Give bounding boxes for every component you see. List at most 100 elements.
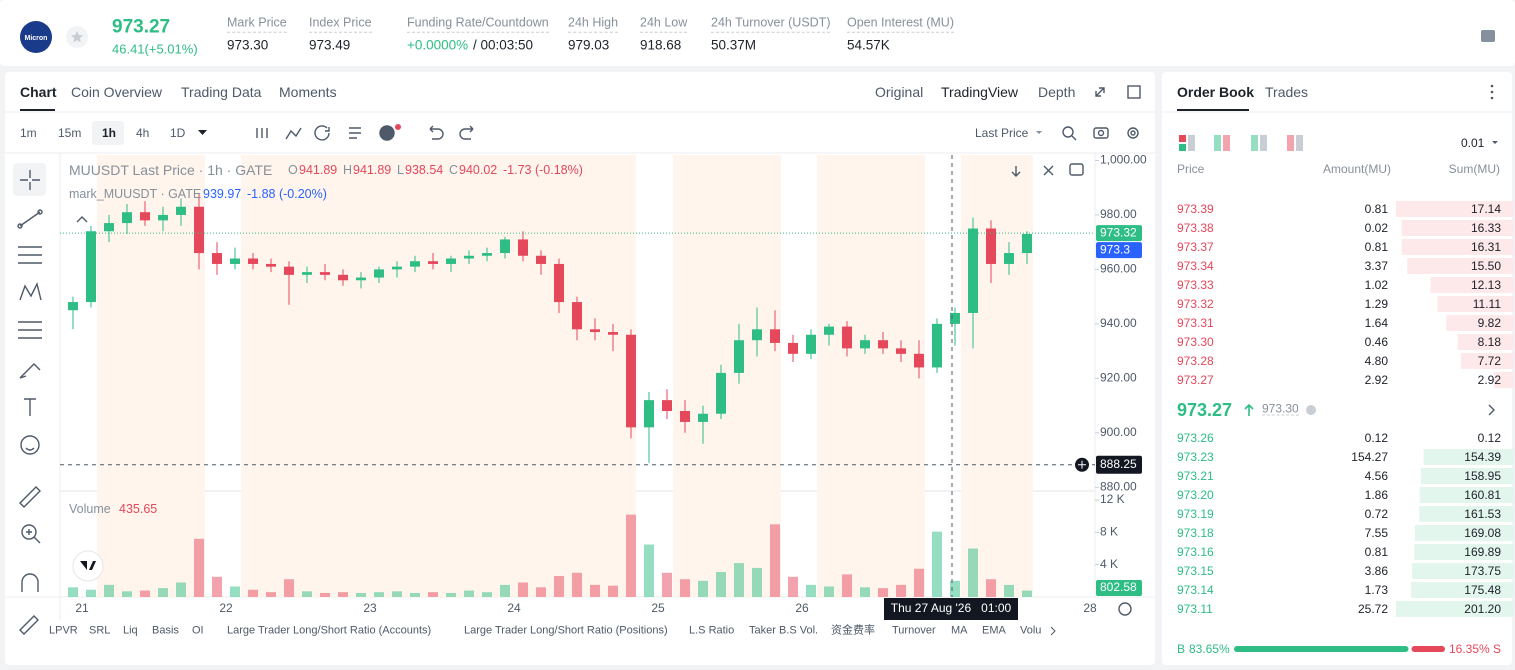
orderbook-layout-icons[interactable] — [1179, 84, 1495, 416]
order-sum: 9.82 — [1477, 316, 1501, 330]
volume-bar — [644, 544, 654, 597]
volume-bar — [464, 590, 474, 597]
depth-bar — [1430, 277, 1514, 293]
interval-button[interactable]: 15m — [58, 126, 82, 140]
volume-bar — [860, 587, 870, 597]
candle-body — [104, 223, 114, 232]
order-sum: 173.75 — [1464, 564, 1501, 578]
orderbook-tab[interactable]: Order Book — [1177, 84, 1255, 100]
indicator-button[interactable]: SRL — [89, 624, 111, 637]
candle-body — [986, 228, 996, 264]
volume-bar — [932, 531, 942, 597]
order-sum: 169.89 — [1464, 545, 1501, 559]
order-price[interactable]: 973.20 — [1177, 488, 1214, 502]
order-price[interactable]: 973.23 — [1177, 450, 1214, 464]
order-price[interactable]: 973.37 — [1177, 240, 1214, 254]
indicator-button[interactable]: 资金费率 — [831, 624, 875, 637]
stat-label: 24h High — [568, 17, 619, 33]
interval-button[interactable]: 1m — [20, 126, 37, 140]
order-price[interactable]: 973.27 — [1177, 373, 1214, 387]
menu-icon[interactable] — [1481, 30, 1495, 42]
order-price[interactable]: 973.26 — [1177, 431, 1214, 445]
volume-bar — [302, 591, 312, 597]
order-price[interactable]: 973.18 — [1177, 526, 1214, 540]
legend-symbol: MUUSDT Last Price · 1h · GATE — [69, 162, 273, 178]
depth-bar — [1493, 372, 1514, 388]
candle-body — [950, 312, 960, 324]
drawing-toolbar[interactable] — [13, 163, 46, 635]
order-price[interactable]: 973.15 — [1177, 564, 1214, 578]
mark-price-tag — [1096, 242, 1142, 259]
indicator-button[interactable]: Basis — [152, 624, 179, 637]
order-price[interactable]: 973.32 — [1177, 297, 1214, 311]
indicator-button[interactable]: Turnover — [892, 624, 936, 637]
order-price[interactable]: 973.38 — [1177, 221, 1214, 235]
logo[interactable] — [20, 21, 52, 53]
volume-bar — [518, 582, 528, 597]
order-price[interactable]: 973.28 — [1177, 354, 1214, 368]
order-price[interactable]: 973.14 — [1177, 583, 1214, 597]
chart-tab[interactable]: Moments — [279, 84, 337, 100]
candle-body — [752, 329, 762, 341]
indicator-button[interactable]: MA — [951, 624, 968, 637]
order-price[interactable]: 973.31 — [1177, 316, 1214, 330]
indicator-button[interactable]: OI — [192, 624, 204, 637]
volume-bar — [716, 571, 726, 597]
depth-bar — [1446, 315, 1514, 331]
order-price[interactable]: 973.39 — [1177, 202, 1214, 216]
depth-bar — [1414, 544, 1514, 560]
candle-body — [626, 334, 636, 428]
legend-mark-symbol: mark_MUUSDT · GATE — [69, 186, 202, 201]
chart-toolbar[interactable] — [76, 85, 1141, 616]
last-price: 973.27 — [112, 16, 171, 38]
indicator-button[interactable]: Volu — [1020, 625, 1042, 637]
indicator-button[interactable]: Large Trader Long/Short Ratio (Positions… — [464, 624, 668, 637]
candle-body — [284, 266, 294, 275]
volume-bar — [734, 563, 744, 597]
view-tab[interactable]: TradingView — [941, 84, 1019, 100]
order-price[interactable]: 973.11 — [1177, 602, 1213, 616]
order-price[interactable]: 973.19 — [1177, 507, 1214, 521]
stat-label: Index Price — [309, 17, 372, 33]
order-price[interactable]: 973.16 — [1177, 545, 1214, 559]
trades-tab[interactable]: Trades — [1265, 84, 1309, 100]
chart-tab[interactable]: Coin Overview — [71, 84, 163, 100]
order-amount: 3.86 — [1364, 564, 1388, 578]
order-price[interactable]: 973.21 — [1177, 469, 1214, 483]
order-price[interactable]: 973.34 — [1177, 259, 1214, 273]
order-sum: 158.95 — [1464, 469, 1501, 483]
indicator-button[interactable]: L.S Ratio — [689, 624, 735, 637]
x-tick-label: 25 — [651, 601, 665, 615]
crosshair-time-tag — [884, 598, 1018, 620]
indicator-button[interactable]: EMA — [982, 624, 1006, 637]
interval-button[interactable]: 4h — [136, 126, 150, 140]
ohlc-value: 941.89 — [299, 162, 338, 177]
price-source-select[interactable]: Last Price — [975, 126, 1029, 140]
indicator-button[interactable]: Liq — [123, 624, 138, 637]
tick-size-select[interactable]: 0.01 — [1461, 136, 1485, 150]
depth-bar — [1396, 601, 1514, 617]
candle-body — [554, 263, 564, 303]
indicator-button[interactable]: Large Trader Long/Short Ratio (Accounts) — [227, 624, 432, 637]
chart-tab[interactable]: Trading Data — [181, 84, 262, 100]
volume-bar — [356, 592, 366, 597]
interval-button[interactable]: 1h — [102, 126, 117, 140]
stat-value: 50.37M — [711, 37, 757, 53]
candle-body — [356, 277, 366, 281]
order-price[interactable]: 973.33 — [1177, 278, 1214, 292]
candle-body — [1022, 233, 1032, 254]
candle-body — [968, 228, 978, 313]
view-tab[interactable]: Depth — [1038, 84, 1076, 100]
volume-bar — [482, 592, 492, 597]
candle-body — [500, 239, 510, 254]
interval-button[interactable]: 1D — [170, 126, 186, 140]
volume-bar — [338, 592, 348, 597]
indicator-button[interactable]: LPVR — [49, 624, 78, 637]
candle-body — [644, 400, 654, 428]
candle-body — [68, 302, 78, 311]
indicator-button[interactable]: Taker B.S Vol. — [749, 624, 819, 637]
order-price[interactable]: 973.30 — [1177, 335, 1214, 349]
candle-body — [734, 340, 744, 373]
chart-tab[interactable]: Chart — [20, 84, 57, 100]
view-tab[interactable]: Original — [875, 84, 924, 100]
